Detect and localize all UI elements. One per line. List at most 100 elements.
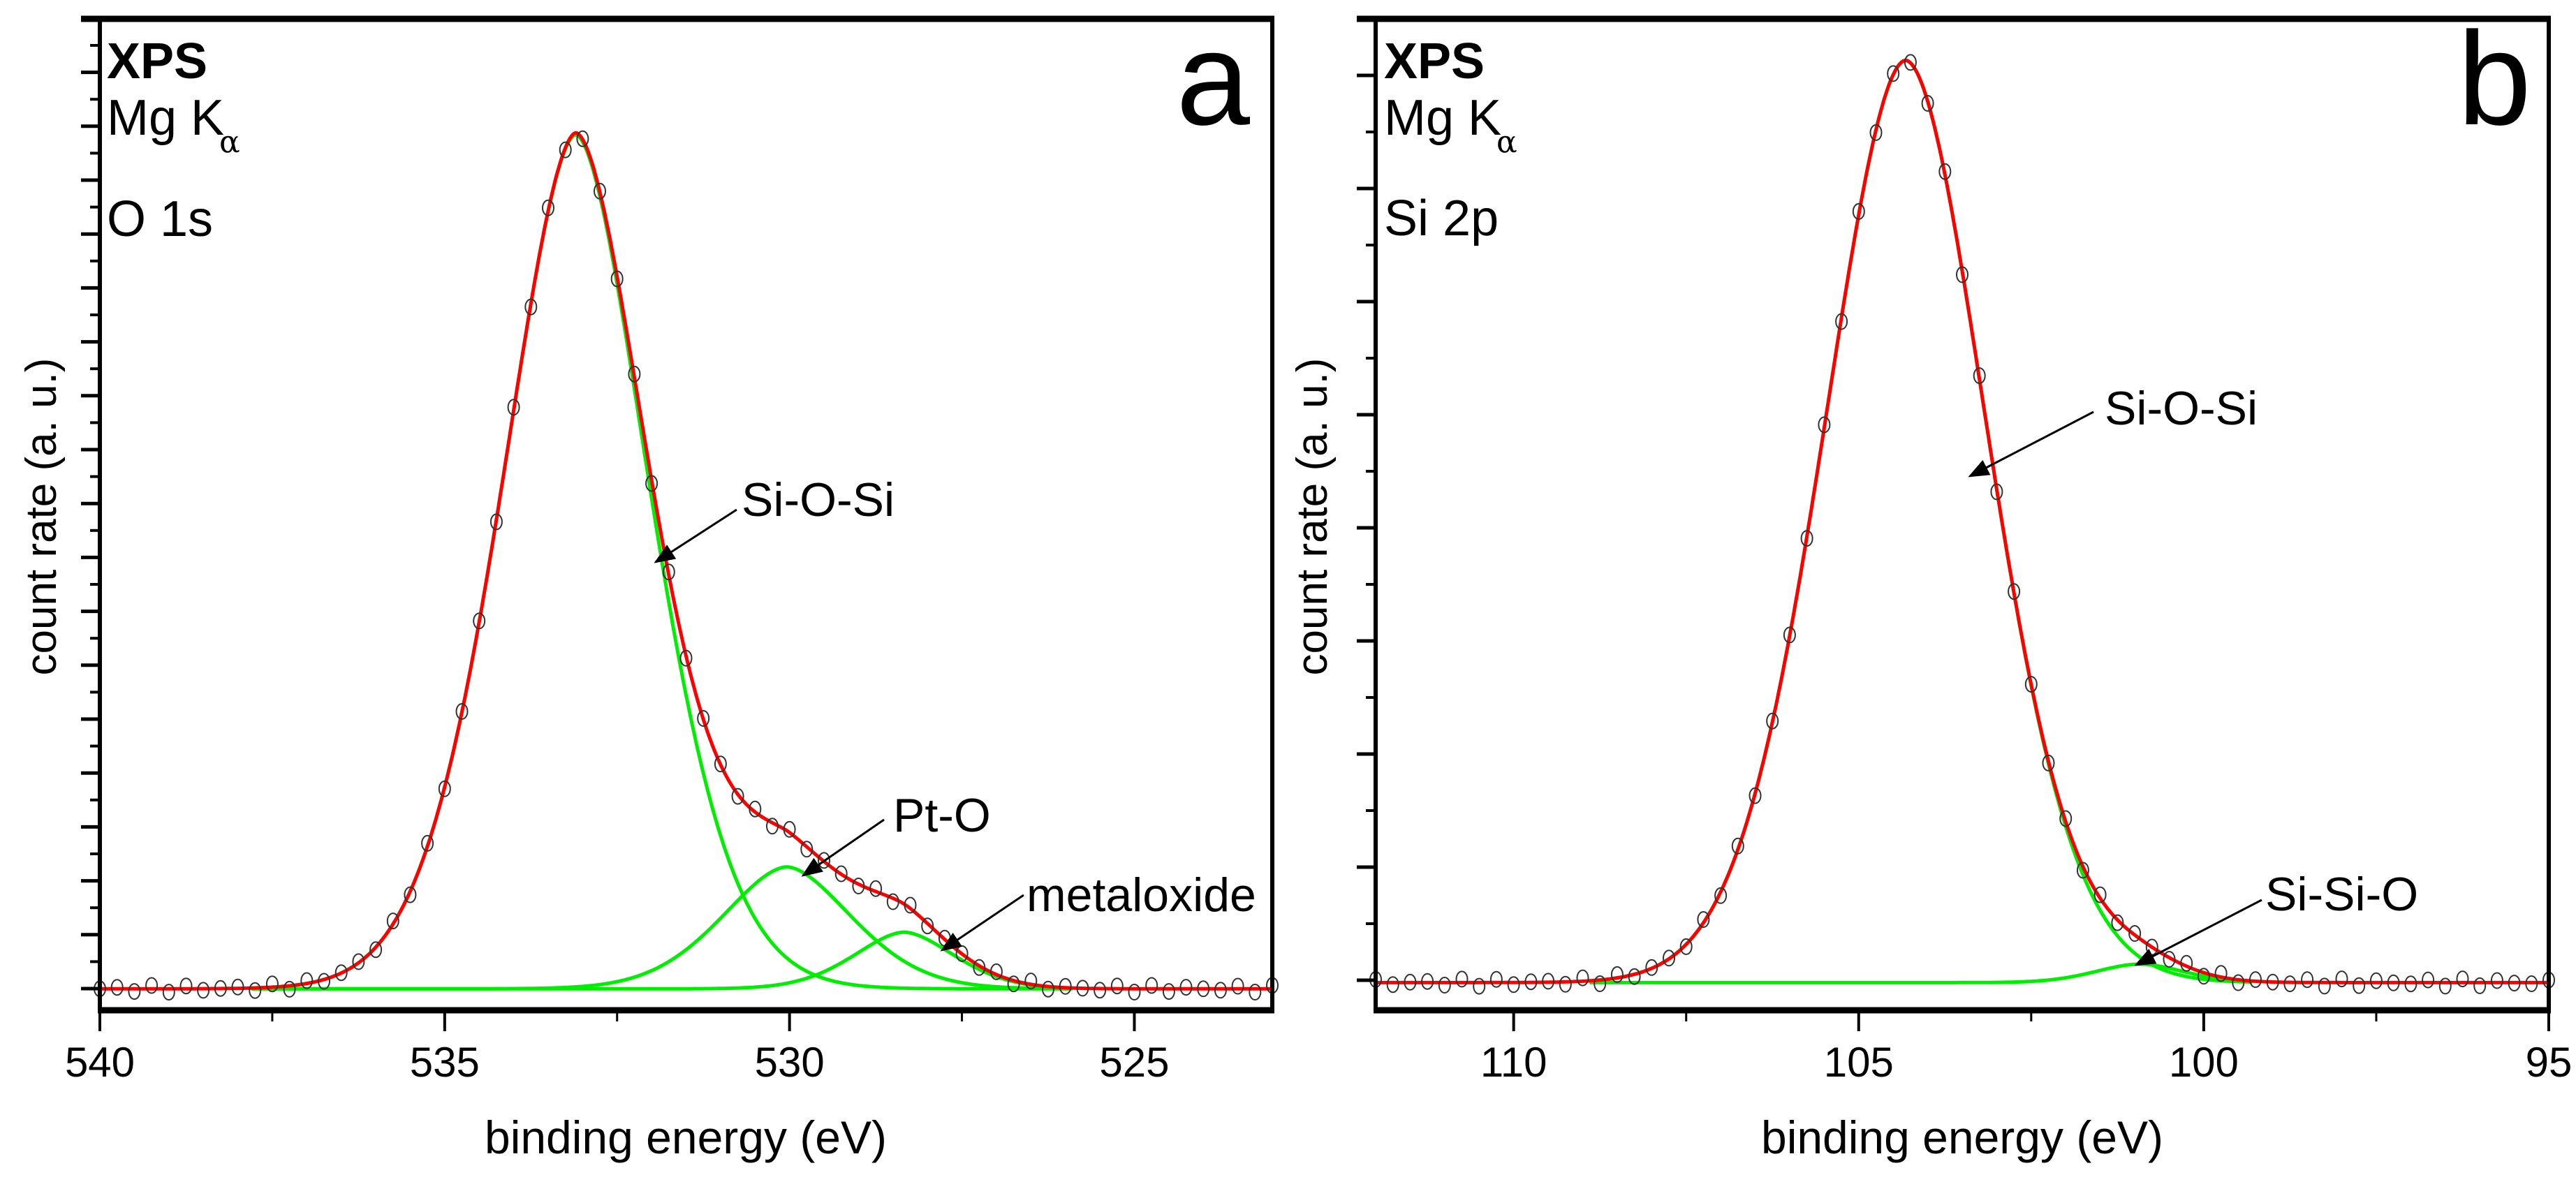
data-point [1663,950,1675,967]
data-point [1438,977,1451,993]
panel-a-technique-label: XPS [107,34,207,89]
data-point [1197,980,1210,998]
data-point [1094,982,1107,999]
data-point [1110,977,1124,995]
fit-envelope-curve [100,131,1272,991]
data-point [1921,95,1934,112]
annotation-arrow-si-o-si-b [1968,411,2094,478]
data-point [2093,886,2107,903]
data-point [1455,970,1469,988]
annotation-pt-o: Pt-O [893,789,991,842]
data-point [1249,984,1262,1000]
data-point [576,130,589,147]
x-tick-label: 535 [410,1039,480,1086]
data-point [1818,416,1831,434]
panel-b-source-subscript: α [1496,124,1517,160]
data-point [2128,925,2142,942]
panel-a-source-subscript: α [219,124,240,160]
data-point [542,199,554,216]
data-point [334,964,348,982]
data-point [300,972,314,989]
data-point [1128,984,1141,1000]
data-point [921,917,934,935]
data-point [2008,583,2021,600]
x-tick-label: 525 [1099,1039,1169,1086]
panel-a-source-label: Mg K [107,90,224,146]
annotation-arrow-si-si-o [2134,899,2262,966]
annotation-arrow-pt-o [801,818,885,877]
data-point [1800,530,1813,547]
data-point [352,953,365,970]
panel-b-technique-label: XPS [1384,34,1485,89]
data-point [610,270,624,288]
data-point [1386,976,1399,993]
panel-a-letter: a [1176,5,1250,153]
data-point [1679,938,1693,955]
data-point [1714,887,1728,904]
data-point [1766,712,1779,730]
data-point [1214,982,1227,999]
data-point [318,973,330,990]
data-point [2042,754,2055,771]
component-curve-si-o-si [251,133,1073,991]
data-point [1576,969,1589,987]
data-point [265,975,279,993]
data-point [559,141,572,158]
data-point [249,982,262,999]
data-point [2387,974,2400,991]
data-point [2249,971,2262,989]
x-tick-label: 105 [1824,1039,1894,1086]
data-point [834,865,848,882]
data-point [1594,975,1607,992]
data-point [1507,976,1520,993]
data-point [594,182,606,200]
component-curve-si-o-si [1589,58,2253,984]
data-point [1783,626,1796,644]
data-point [162,984,175,1001]
data-point [1542,973,1555,990]
data-point [404,886,417,903]
data-point [197,982,210,999]
data-point [2353,977,2366,994]
data-point [1869,124,1883,141]
data-point [386,913,399,930]
annotation-si-o-si-a: Si-O-Si [742,473,895,526]
data-point [2076,862,2089,879]
data-point [1904,54,1917,71]
panel-b-si2p: 110 105 100 95 XPS Mg K α Si 2p b Si-O-Si S… [1288,5,2572,1163]
data-point [507,399,520,416]
data-point [1179,979,1193,996]
data-point [524,298,538,316]
data-point [2473,977,2487,994]
x-tick-label: 110 [1480,1039,1547,1086]
data-point [2508,975,2521,992]
data-point [1489,970,1503,988]
data-point [1956,266,1968,283]
data-point [2214,965,2228,982]
annotation-metaloxide: metaloxide [1026,869,1256,922]
data-point [1835,313,1848,330]
data-point [679,649,693,667]
data-point [1990,483,2003,501]
data-point [2232,974,2245,991]
data-point [473,612,486,630]
panel-b-x-axis-title: binding energy (eV) [1761,1111,2163,1163]
data-point [645,475,658,492]
data-point [869,880,883,897]
data-point [1421,973,1434,990]
x-tick-label: 100 [2169,1039,2239,1086]
data-point [2525,975,2538,992]
data-point [1162,983,1175,1000]
data-point [1076,980,1089,997]
component-curve-metaloxide [251,930,1073,991]
annotation-arrow-si-o-si-a [654,508,737,563]
data-point [369,941,383,959]
data-point [110,979,124,996]
data-point [283,980,296,998]
data-point [1749,787,1762,804]
data-point [2111,914,2124,931]
data-point [1007,975,1020,993]
data-point [783,820,796,838]
data-point [455,703,469,720]
